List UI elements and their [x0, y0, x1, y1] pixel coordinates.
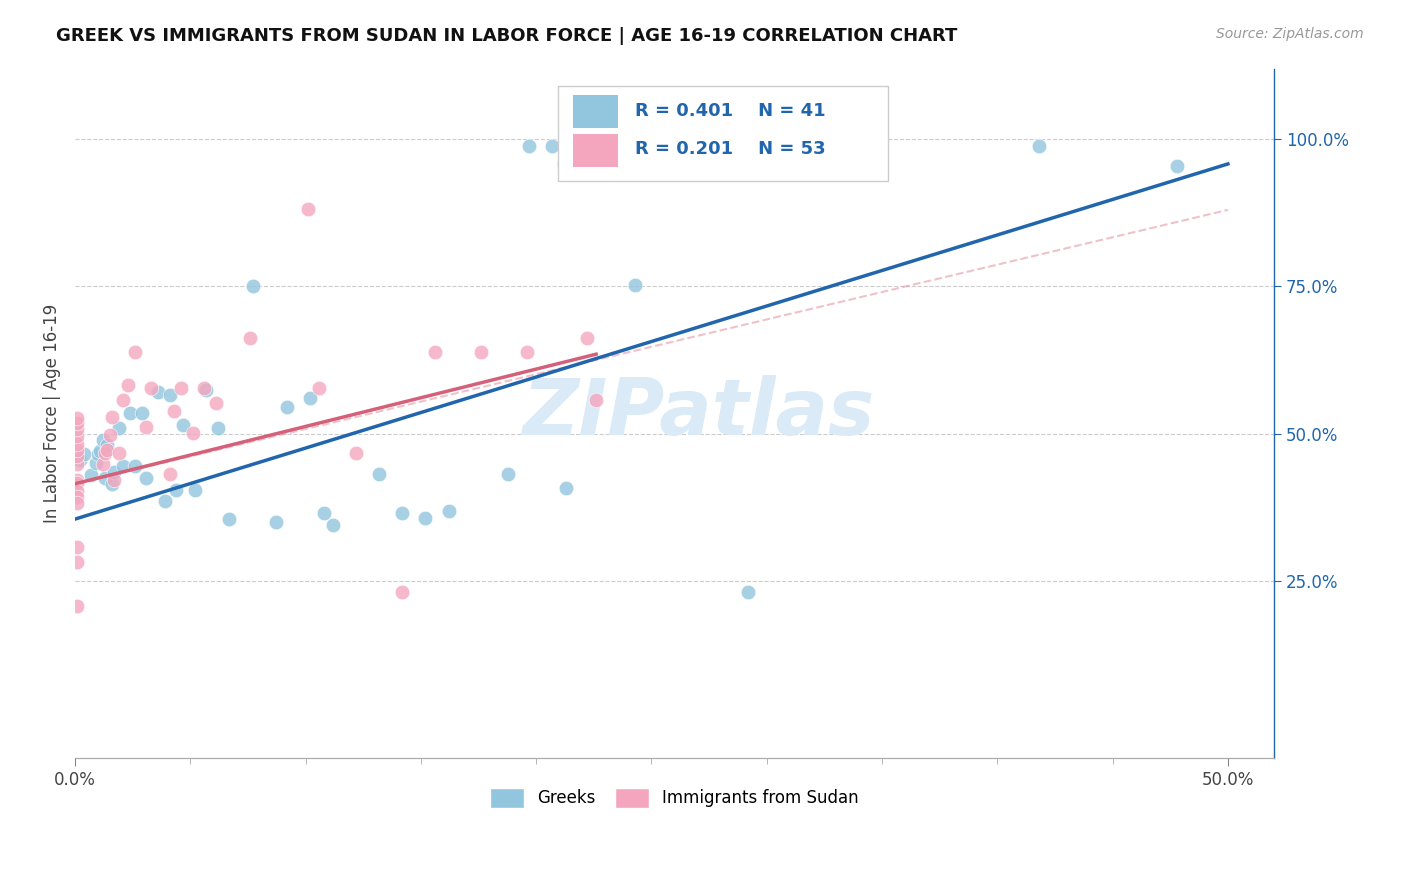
Point	[181, 425, 204, 440]
Point	[135, 419, 157, 434]
Point	[195, 383, 218, 397]
Point	[299, 392, 322, 406]
Text: GREEK VS IMMIGRANTS FROM SUDAN IN LABOR FORCE | AGE 16-19 CORRELATION CHART: GREEK VS IMMIGRANTS FROM SUDAN IN LABOR …	[56, 27, 957, 45]
Point	[1166, 159, 1188, 173]
Point	[541, 139, 564, 153]
Point	[516, 345, 538, 359]
Point	[184, 483, 207, 497]
Point	[207, 421, 229, 435]
Point	[737, 584, 759, 599]
Point	[101, 410, 124, 425]
Point	[66, 475, 89, 490]
Point	[108, 421, 131, 435]
Point	[159, 467, 181, 481]
Point	[159, 388, 181, 402]
Point	[368, 467, 391, 481]
Text: ZIPatlas: ZIPatlas	[523, 375, 875, 451]
Point	[239, 331, 262, 345]
Point	[66, 443, 89, 458]
Point	[124, 345, 146, 359]
Point	[423, 345, 446, 359]
Point	[112, 459, 135, 474]
Point	[66, 449, 89, 463]
Point	[98, 428, 121, 442]
Point	[308, 381, 330, 395]
Point	[624, 278, 647, 293]
Point	[163, 404, 186, 418]
Point	[66, 429, 89, 443]
Point	[66, 458, 89, 472]
Point	[66, 422, 89, 436]
Point	[94, 471, 117, 485]
Point	[120, 406, 142, 420]
Point	[153, 494, 176, 508]
Point	[66, 437, 89, 451]
Point	[276, 400, 298, 414]
Point	[91, 458, 114, 472]
Point	[242, 279, 264, 293]
Point	[87, 447, 110, 461]
Point	[344, 445, 367, 459]
Point	[84, 456, 107, 470]
Point	[553, 157, 575, 171]
Point	[96, 438, 118, 452]
Point	[391, 506, 413, 520]
FancyBboxPatch shape	[558, 86, 889, 181]
Point	[470, 345, 492, 359]
Point	[555, 481, 578, 495]
Point	[91, 433, 114, 447]
Point	[1028, 139, 1050, 153]
FancyBboxPatch shape	[572, 134, 619, 167]
Point	[204, 396, 226, 410]
Point	[297, 202, 319, 216]
Point	[66, 484, 89, 499]
Point	[322, 518, 344, 533]
Point	[575, 331, 598, 345]
Point	[135, 471, 157, 485]
Point	[66, 541, 89, 555]
Point	[415, 511, 437, 525]
Legend: Greeks, Immigrants from Sudan: Greeks, Immigrants from Sudan	[484, 781, 865, 814]
Point	[66, 555, 89, 569]
Point	[437, 504, 460, 518]
Point	[80, 467, 103, 482]
Point	[66, 410, 89, 425]
Point	[94, 445, 117, 459]
Point	[66, 416, 89, 430]
Point	[498, 467, 520, 481]
Point	[69, 453, 91, 467]
Point	[66, 491, 89, 505]
Text: Source: ZipAtlas.com: Source: ZipAtlas.com	[1216, 27, 1364, 41]
Point	[101, 476, 124, 491]
Point	[103, 465, 125, 479]
Point	[193, 381, 215, 395]
Point	[170, 381, 193, 395]
Point	[172, 417, 194, 432]
Point	[89, 444, 111, 458]
Point	[585, 392, 607, 407]
Point	[117, 378, 139, 392]
Point	[218, 512, 240, 526]
Point	[166, 483, 188, 497]
Point	[66, 496, 89, 510]
Point	[146, 385, 169, 400]
Point	[66, 473, 89, 487]
Point	[312, 506, 335, 520]
Point	[139, 381, 162, 395]
Point	[264, 515, 287, 529]
Y-axis label: In Labor Force | Age 16-19: In Labor Force | Age 16-19	[44, 303, 60, 523]
Text: R = 0.201    N = 53: R = 0.201 N = 53	[636, 140, 825, 158]
Point	[73, 447, 96, 461]
Point	[124, 459, 146, 474]
Point	[66, 599, 89, 614]
Point	[103, 473, 125, 487]
Point	[96, 443, 118, 458]
Point	[112, 392, 135, 407]
FancyBboxPatch shape	[572, 95, 619, 128]
Point	[131, 406, 153, 420]
Text: R = 0.401    N = 41: R = 0.401 N = 41	[636, 103, 825, 120]
Point	[108, 445, 131, 459]
Point	[517, 139, 540, 153]
Point	[391, 584, 413, 599]
